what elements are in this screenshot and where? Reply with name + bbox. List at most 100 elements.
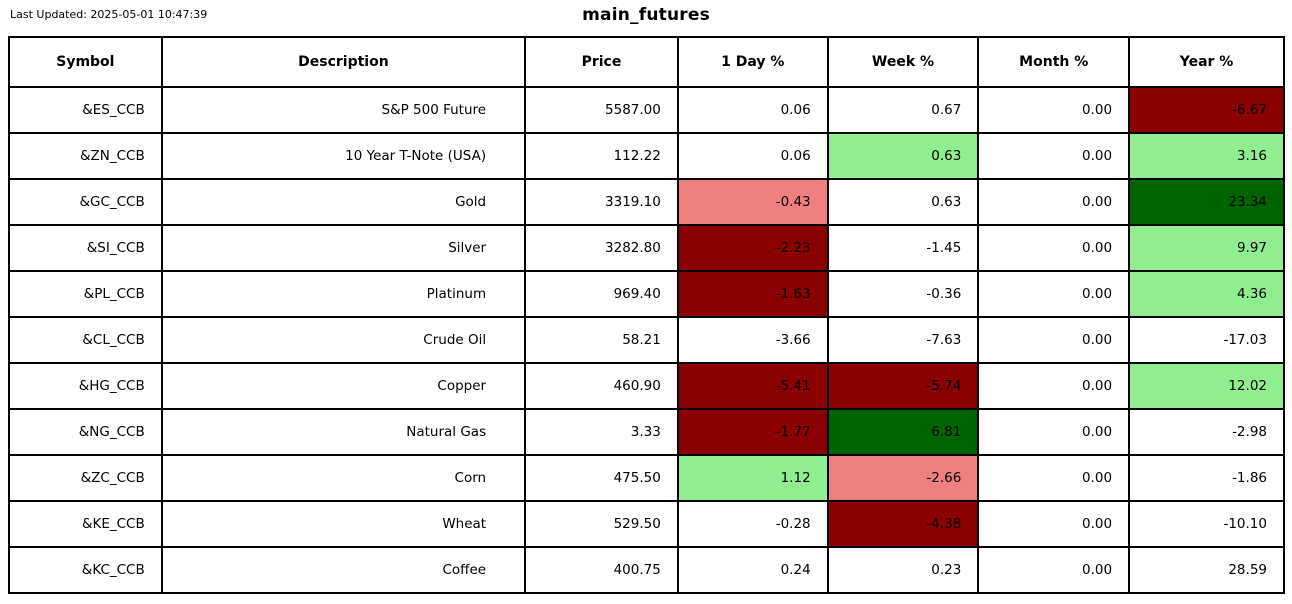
table-row: &ES_CCB S&P 500 Future 5587.00 0.06 0.67 0.00… — [8, 86, 1285, 134]
day-pct-cell: -3.66 — [676, 316, 829, 364]
symbol-cell: &CL_CCB — [8, 316, 163, 364]
day-pct-cell: -0.43 — [676, 178, 829, 226]
month-pct-cell: 0.00 — [977, 546, 1131, 594]
price-cell: 400.75 — [524, 546, 679, 594]
month-pct-cell: 0.00 — [977, 454, 1131, 502]
price-cell: 475.50 — [524, 454, 679, 502]
description-cell: Gold — [160, 178, 527, 226]
week-pct-cell: 6.81 — [826, 408, 980, 456]
day-pct-cell: 0.06 — [676, 132, 829, 180]
table-header-row: Symbol Description Price 1 Day % Week % Month… — [8, 36, 1285, 88]
description-cell: Platinum — [160, 270, 527, 318]
description-cell: Silver — [160, 224, 527, 272]
price-cell: 460.90 — [524, 362, 679, 410]
month-pct-cell: 0.00 — [977, 270, 1131, 318]
symbol-cell: &ZN_CCB — [8, 132, 163, 180]
day-pct-cell: 0.24 — [676, 546, 829, 594]
year-pct-cell: 4.36 — [1128, 270, 1285, 318]
column-header: Symbol — [8, 36, 163, 88]
price-cell: 5587.00 — [524, 86, 679, 134]
month-pct-cell: 0.00 — [977, 362, 1131, 410]
year-pct-cell: 9.97 — [1128, 224, 1285, 272]
price-cell: 969.40 — [524, 270, 679, 318]
description-cell: Wheat — [160, 500, 527, 548]
symbol-cell: &PL_CCB — [8, 270, 163, 318]
column-header: Year % — [1128, 36, 1285, 88]
day-pct-cell: -1.77 — [676, 408, 829, 456]
month-pct-cell: 0.00 — [977, 86, 1131, 134]
week-pct-cell: 0.63 — [826, 132, 980, 180]
week-pct-cell: -1.45 — [826, 224, 980, 272]
month-pct-cell: 0.00 — [977, 316, 1131, 364]
week-pct-cell: -5.74 — [826, 362, 980, 410]
day-pct-cell: 1.12 — [676, 454, 829, 502]
table-row: &KC_CCB Coffee 400.75 0.24 0.23 0.00 28.59 — [8, 546, 1285, 594]
column-header: 1 Day % — [676, 36, 829, 88]
year-pct-cell: 3.16 — [1128, 132, 1285, 180]
column-header: Price — [524, 36, 679, 88]
year-pct-cell: -10.10 — [1128, 500, 1285, 548]
month-pct-cell: 0.00 — [977, 408, 1131, 456]
week-pct-cell: -2.66 — [826, 454, 980, 502]
symbol-cell: &KE_CCB — [8, 500, 163, 548]
year-pct-cell: -2.98 — [1128, 408, 1285, 456]
description-cell: Natural Gas — [160, 408, 527, 456]
table-header: Symbol Description Price 1 Day % Week % Month… — [8, 36, 1285, 88]
table-row: &KE_CCB Wheat 529.50 -0.28 -4.38 0.00 -10.10 — [8, 500, 1285, 548]
symbol-cell: &GC_CCB — [8, 178, 163, 226]
symbol-cell: &KC_CCB — [8, 546, 163, 594]
column-header: Description — [160, 36, 527, 88]
description-cell: Copper — [160, 362, 527, 410]
month-pct-cell: 0.00 — [977, 132, 1131, 180]
day-pct-cell: -1.63 — [676, 270, 829, 318]
description-cell: Coffee — [160, 546, 527, 594]
day-pct-cell: -5.41 — [676, 362, 829, 410]
table-row: &NG_CCB Natural Gas 3.33 -1.77 6.81 0.00 -2.98 — [8, 408, 1285, 456]
column-header: Month % — [977, 36, 1131, 88]
year-pct-cell: 12.02 — [1128, 362, 1285, 410]
price-cell: 3319.10 — [524, 178, 679, 226]
futures-table: Symbol Description Price 1 Day % Week % Month… — [8, 36, 1285, 594]
table-row: &SI_CCB Silver 3282.80 -2.23 -1.45 0.00 9.97 — [8, 224, 1285, 272]
year-pct-cell: -6.67 — [1128, 86, 1285, 134]
week-pct-cell: -0.36 — [826, 270, 980, 318]
month-pct-cell: 0.00 — [977, 178, 1131, 226]
day-pct-cell: -2.23 — [676, 224, 829, 272]
table-row: &GC_CCB Gold 3319.10 -0.43 0.63 0.00 23.34 — [8, 178, 1285, 226]
table-row: &HG_CCB Copper 460.90 -5.41 -5.74 0.00 12.02 — [8, 362, 1285, 410]
price-cell: 529.50 — [524, 500, 679, 548]
year-pct-cell: 23.34 — [1128, 178, 1285, 226]
week-pct-cell: 0.67 — [826, 86, 980, 134]
symbol-cell: &HG_CCB — [8, 362, 163, 410]
year-pct-cell: 28.59 — [1128, 546, 1285, 594]
price-cell: 112.22 — [524, 132, 679, 180]
table-row: &ZC_CCB Corn 475.50 1.12 -2.66 0.00 -1.86 — [8, 454, 1285, 502]
symbol-cell: &SI_CCB — [8, 224, 163, 272]
table-row: &CL_CCB Crude Oil 58.21 -3.66 -7.63 0.00 -17.0… — [8, 316, 1285, 364]
description-cell: Crude Oil — [160, 316, 527, 364]
description-cell: 10 Year T-Note (USA) — [160, 132, 527, 180]
week-pct-cell: 0.23 — [826, 546, 980, 594]
year-pct-cell: -17.03 — [1128, 316, 1285, 364]
year-pct-cell: -1.86 — [1128, 454, 1285, 502]
symbol-cell: &ZC_CCB — [8, 454, 163, 502]
month-pct-cell: 0.00 — [977, 500, 1131, 548]
column-header: Week % — [826, 36, 980, 88]
week-pct-cell: -4.38 — [826, 500, 980, 548]
symbol-cell: &NG_CCB — [8, 408, 163, 456]
price-cell: 3.33 — [524, 408, 679, 456]
symbol-cell: &ES_CCB — [8, 86, 163, 134]
day-pct-cell: 0.06 — [676, 86, 829, 134]
day-pct-cell: -0.28 — [676, 500, 829, 548]
price-cell: 58.21 — [524, 316, 679, 364]
week-pct-cell: 0.63 — [826, 178, 980, 226]
last-updated-timestamp: Last Updated: 2025-05-01 10:47:39 — [10, 8, 208, 21]
table-row: &PL_CCB Platinum 969.40 -1.63 -0.36 0.00 4.36 — [8, 270, 1285, 318]
month-pct-cell: 0.00 — [977, 224, 1131, 272]
description-cell: Corn — [160, 454, 527, 502]
page-title: main_futures — [582, 5, 710, 25]
week-pct-cell: -7.63 — [826, 316, 980, 364]
table-body: &ES_CCB S&P 500 Future 5587.00 0.06 0.67 0.00… — [8, 86, 1285, 594]
description-cell: S&P 500 Future — [160, 86, 527, 134]
